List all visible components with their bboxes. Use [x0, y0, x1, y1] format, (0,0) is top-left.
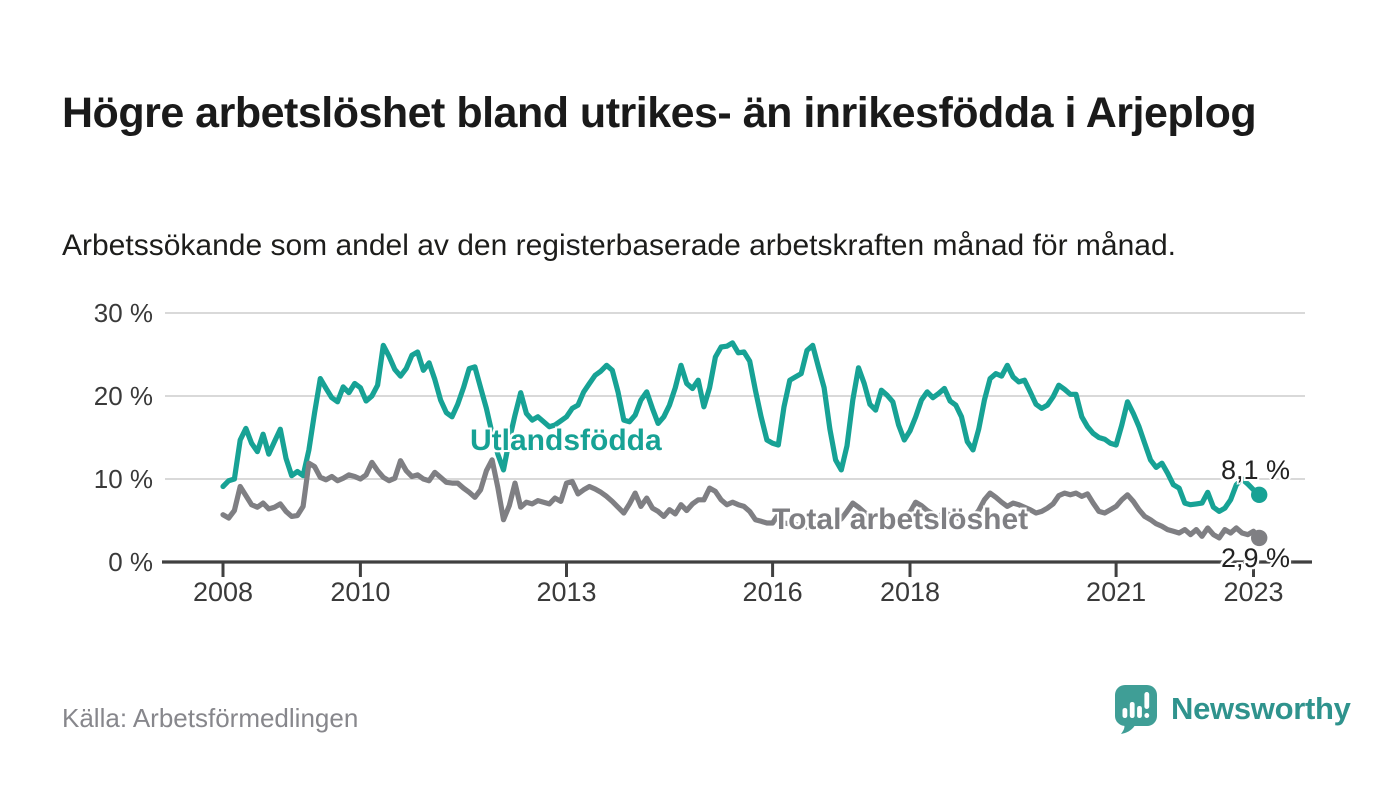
x-tick-label-2021: 2021 [1086, 577, 1146, 607]
end-dot-total-arbetsl-shet [1251, 529, 1268, 547]
y-tick-label-10: 10 % [94, 464, 153, 494]
x-tick-label-2016: 2016 [743, 577, 803, 607]
x-tick-label-2010: 2010 [330, 577, 390, 607]
end-value-label-utlandsfodda: 8,1 % [1221, 455, 1291, 485]
page-subtitle: Arbetssökande som andel av den registerb… [62, 229, 1176, 262]
series-label-utlandsfodda: Utlandsfödda [470, 424, 662, 457]
source-note: Källa: Arbetsförmedlingen [62, 703, 359, 733]
y-tick-label-0: 0 % [108, 547, 153, 577]
x-tick-label-2023: 2023 [1223, 577, 1283, 607]
newsworthy-logo: Newsworthy [1114, 684, 1351, 734]
x-tick-label-2013: 2013 [536, 577, 596, 607]
page-title: Högre arbetslöshet bland utrikes- än inr… [62, 88, 1257, 137]
series-label-total-arbetsloshet: Total arbetslöshet [772, 503, 1029, 536]
end-value-label-total-arbetsloshet: 2,9 % [1221, 543, 1291, 573]
x-tick-label-2008: 2008 [193, 577, 253, 607]
end-dot-utlandsf-dda [1251, 486, 1268, 503]
y-tick-label-30: 30 % [94, 298, 153, 328]
newsworthy-wordmark: Newsworthy [1171, 691, 1351, 726]
x-tick-label-2018: 2018 [880, 577, 940, 607]
y-tick-label-20: 20 % [94, 381, 153, 411]
series-line-total-arbetsl-shet [220, 457, 1262, 541]
series-line-utlandsf-dda [220, 340, 1262, 514]
newsworthy-bubble-chart-icon [1115, 685, 1157, 734]
